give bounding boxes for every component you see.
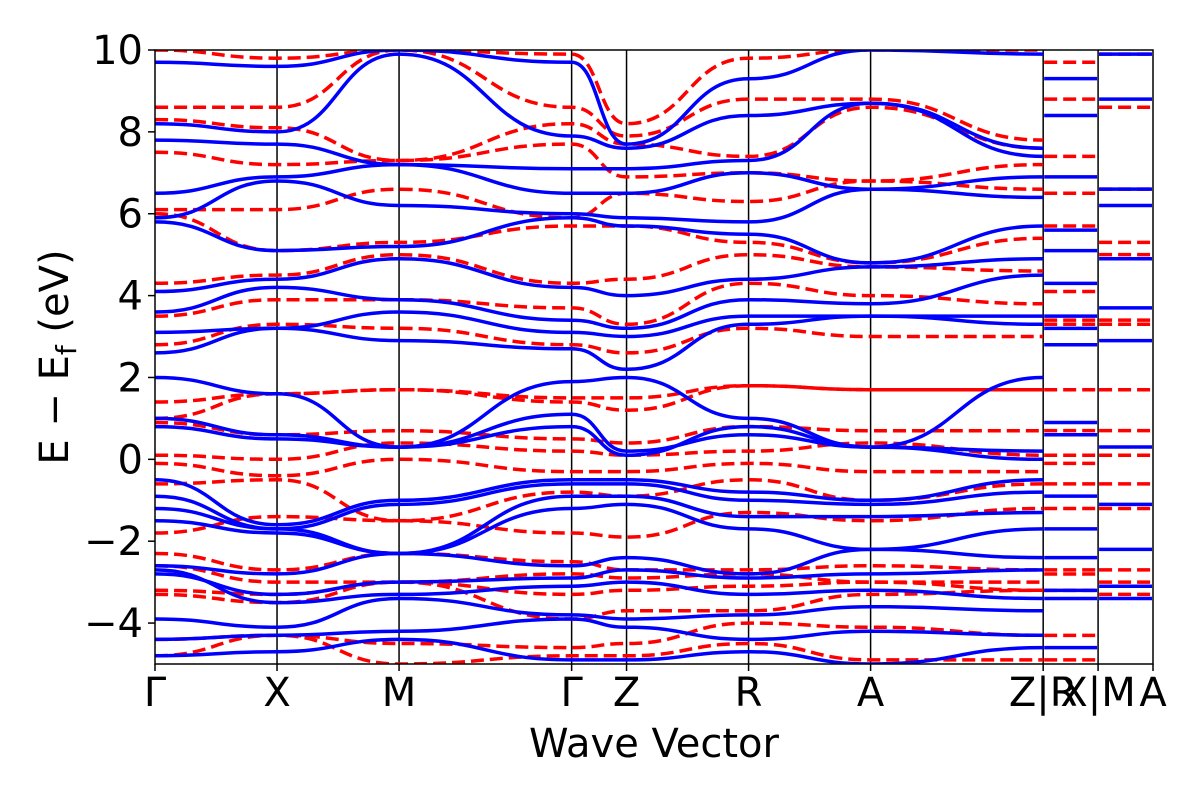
y-tick-label: 4 <box>118 274 143 320</box>
x-tick-label: M <box>382 670 417 716</box>
solid-band-17 <box>155 216 1044 265</box>
y-tick-label: 2 <box>118 355 143 401</box>
y-axis-ticks: −4 −2 0 2 4 6 8 10 <box>84 28 155 647</box>
dashed-band-20 <box>155 50 1044 142</box>
y-tick-label: 10 <box>92 28 143 74</box>
dashed-band-19 <box>155 105 1044 163</box>
x-tick-label: X <box>263 670 290 716</box>
solid-band-12 <box>155 375 1044 449</box>
solid-band-15 <box>155 273 1044 331</box>
solid-band-21 <box>155 52 1044 150</box>
dashed-band-5 <box>155 551 1044 572</box>
dashed-band-9 <box>155 441 1044 462</box>
solid-band-19 <box>155 162 1044 196</box>
plot-frame <box>154 49 1154 665</box>
x-axis-label: Wave Vector <box>529 721 780 767</box>
x-tick-label: A <box>857 670 885 716</box>
y-tick-label: −4 <box>84 601 143 647</box>
y-tick-label: −2 <box>84 519 143 565</box>
x-axis-ticks: Γ X M Γ Z R A Z|RX|M A <box>144 664 1167 716</box>
x-tick-label: Γ <box>560 670 583 716</box>
dashed-band-12 <box>155 383 1044 404</box>
x-tick-label: R <box>735 670 763 716</box>
solid-band-9 <box>155 478 1044 527</box>
x-tick-label: Z|R <box>1009 670 1078 716</box>
solid-band-4 <box>155 568 1044 597</box>
solid-band-8 <box>155 482 1044 531</box>
solid-band-14 <box>155 310 1044 339</box>
x-tick-label: Z <box>613 670 640 716</box>
y-axis-label: E − Ef (eV) <box>32 249 83 464</box>
solid-band-1 <box>155 617 1044 642</box>
solid-band-7 <box>155 494 1044 556</box>
dashed-band-14 <box>155 281 1044 327</box>
x-tick-label: Γ <box>144 670 167 716</box>
y-tick-label: 0 <box>118 437 143 483</box>
y-axis-label-subscript: f <box>50 344 83 355</box>
x-tick-label: X|M <box>1060 670 1135 716</box>
dashed-band-18 <box>155 142 1044 183</box>
solid-band-2 <box>155 596 1044 629</box>
dashed-band-13 <box>155 322 1044 355</box>
solid-band-6 <box>155 502 1044 556</box>
x-tick-label: A <box>1139 670 1167 716</box>
dashed-band-6 <box>155 506 1044 539</box>
y-axis-label-unit: (eV) <box>32 249 78 345</box>
y-tick-label: 8 <box>118 110 143 156</box>
high-symmetry-lines <box>276 50 1099 664</box>
dashed-band-8 <box>155 457 1044 478</box>
y-axis-label-main: E − E <box>32 355 78 465</box>
band-lines <box>155 50 1152 664</box>
dashed-band-4 <box>155 564 1044 584</box>
solid-band-3 <box>155 568 1044 605</box>
y-tick-label: 6 <box>118 192 143 238</box>
solid-band-16 <box>155 257 1044 298</box>
